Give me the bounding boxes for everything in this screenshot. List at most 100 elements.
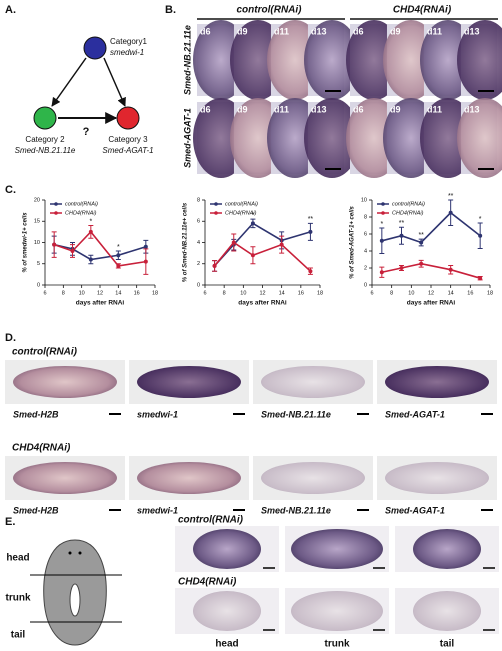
data-point bbox=[379, 238, 384, 243]
micrograph-tissue bbox=[304, 20, 360, 100]
y-tick-label: 6 bbox=[197, 219, 200, 225]
significance-label: ** bbox=[308, 216, 314, 223]
x-tick-label: 16 bbox=[134, 290, 140, 296]
x-tick-label: 8 bbox=[62, 290, 65, 296]
legend-label: control(RNAi) bbox=[392, 201, 425, 207]
row-label: Smed-AGAT-1 bbox=[182, 108, 192, 168]
y-tick-label: 4 bbox=[364, 248, 367, 254]
node-title: Category 2 bbox=[25, 135, 65, 144]
content: A. B. C. D. E. Category1 smedwi-1? Category 2 Sm… bbox=[5, 4, 502, 650]
x-tick-label: 14 bbox=[279, 290, 285, 296]
arrow bbox=[103, 57, 126, 107]
micrograph-tissue bbox=[413, 591, 481, 631]
micrograph-tissue bbox=[413, 529, 481, 569]
day-label: d11 bbox=[274, 104, 289, 114]
data-point bbox=[308, 269, 313, 274]
x-axis-label: days after RNAi bbox=[238, 300, 287, 307]
gene-label: Smed-AGAT-1 bbox=[385, 409, 445, 419]
micrograph-tissue bbox=[193, 591, 261, 631]
x-tick-label: 16 bbox=[298, 290, 304, 296]
micrograph-tissue bbox=[291, 591, 383, 631]
node-circle bbox=[83, 36, 107, 60]
day-label: d13 bbox=[311, 26, 327, 36]
significance-label: * bbox=[89, 218, 92, 225]
region-label: head bbox=[215, 639, 238, 650]
significance-label: * bbox=[380, 221, 383, 228]
series-line bbox=[53, 230, 146, 267]
group-label: CHD4(RNAi) bbox=[12, 443, 71, 454]
data-point bbox=[231, 240, 236, 245]
panel-label: E. bbox=[5, 516, 15, 528]
legend-label: CHD4(RNAi) bbox=[392, 210, 424, 216]
x-axis-label: days after RNAi bbox=[76, 300, 125, 307]
group-label: control(RNAi) bbox=[12, 347, 78, 358]
data-point bbox=[212, 263, 217, 268]
x-tick-label: 8 bbox=[390, 290, 393, 296]
significance-label: ** bbox=[418, 232, 424, 239]
gene-label: Smed-NB.21.11e bbox=[261, 409, 331, 419]
legend-swatch bbox=[214, 202, 218, 206]
legend-swatch bbox=[381, 211, 385, 215]
x-tick-label: 12 bbox=[259, 290, 265, 296]
x-tick-label: 18 bbox=[487, 290, 493, 296]
y-axis-label: % of Smed-AGAT-1+ cells bbox=[350, 205, 356, 278]
day-label: d11 bbox=[427, 104, 442, 114]
node-circle bbox=[116, 106, 140, 130]
data-point bbox=[279, 242, 284, 247]
x-tick-label: 8 bbox=[223, 290, 226, 296]
data-point bbox=[143, 259, 148, 264]
group-label: CHD4(RNAi) bbox=[178, 577, 237, 588]
micrograph-tissue bbox=[13, 462, 117, 494]
series-line bbox=[381, 211, 481, 244]
gene-label: Smed-H2B bbox=[13, 505, 59, 515]
series-line bbox=[213, 241, 311, 272]
y-tick-label: 5 bbox=[37, 261, 40, 267]
node-gene: Smed-NB.21.11e bbox=[15, 146, 76, 155]
significance-label: * bbox=[252, 212, 255, 219]
legend-label: control(RNAi) bbox=[225, 201, 258, 207]
x-tick-label: 16 bbox=[467, 290, 473, 296]
region-label: trunk bbox=[6, 593, 31, 604]
day-label: d6 bbox=[200, 26, 211, 36]
data-point bbox=[250, 221, 255, 226]
legend-label: CHD4(RNAi) bbox=[65, 210, 97, 216]
node-title: Category 3 bbox=[108, 135, 148, 144]
micrograph-tissue bbox=[137, 462, 241, 494]
day-label: d11 bbox=[274, 26, 289, 36]
data-point bbox=[448, 210, 453, 215]
data-point bbox=[399, 266, 404, 270]
day-label: d11 bbox=[427, 26, 442, 36]
eye bbox=[68, 551, 72, 555]
micrograph-tissue bbox=[385, 462, 489, 494]
node-gene: smedwi-1 bbox=[110, 48, 144, 57]
y-axis-label: % of smedwi-1+ cells bbox=[23, 212, 29, 273]
group-header: control(RNAi) bbox=[237, 5, 303, 16]
data-point bbox=[250, 253, 255, 258]
micrograph-tissue bbox=[304, 98, 360, 178]
region-label: trunk bbox=[325, 639, 350, 650]
data-point bbox=[399, 233, 404, 238]
x-tick-label: 6 bbox=[203, 290, 206, 296]
y-tick-label: 0 bbox=[197, 282, 200, 288]
day-label: d9 bbox=[390, 104, 401, 114]
micrograph-tissue bbox=[13, 366, 117, 398]
significance-label: * bbox=[479, 216, 482, 223]
y-tick-label: 10 bbox=[361, 197, 367, 203]
significance-label: * bbox=[117, 244, 120, 251]
panel-label: A. bbox=[5, 4, 16, 16]
micrograph-tissue bbox=[385, 366, 489, 398]
data-point bbox=[52, 242, 57, 247]
x-tick-label: 18 bbox=[317, 290, 323, 296]
gene-label: smedwi-1 bbox=[137, 505, 178, 515]
micrograph-tissue bbox=[261, 366, 365, 398]
panel-label: C. bbox=[5, 184, 16, 196]
y-tick-label: 8 bbox=[364, 214, 367, 220]
series-line bbox=[53, 243, 147, 261]
question: ? bbox=[83, 126, 90, 138]
gene-label: Smed-NB.21.11e bbox=[261, 505, 331, 515]
data-point bbox=[88, 229, 93, 234]
y-tick-label: 4 bbox=[197, 240, 200, 246]
day-label: d9 bbox=[237, 104, 248, 114]
x-tick-label: 12 bbox=[428, 290, 434, 296]
day-label: d9 bbox=[390, 26, 401, 36]
